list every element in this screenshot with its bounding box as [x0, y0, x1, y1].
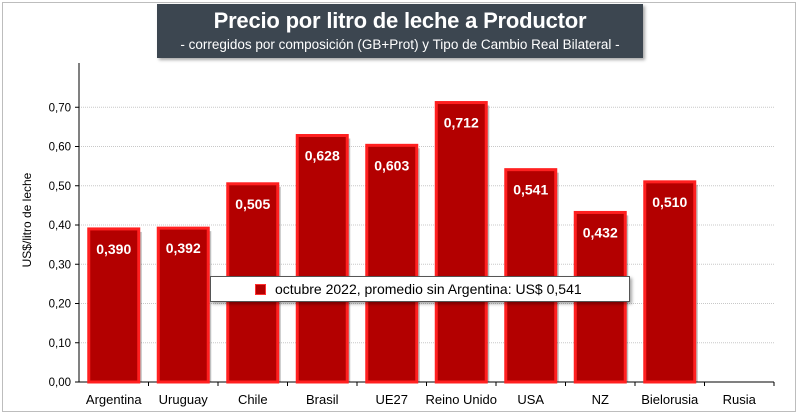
y-tick-label: 0,00: [49, 377, 71, 389]
legend-swatch: [255, 283, 266, 295]
y-tick-label: 0,40: [49, 220, 71, 232]
y-tick-label: 0,50: [49, 181, 71, 193]
bar-value-label: 0,628: [305, 148, 340, 164]
bar: [295, 134, 349, 384]
x-tick-label: Rusia: [723, 392, 757, 407]
y-tick-label: 0,60: [49, 142, 71, 154]
chart-title-box: Precio por litro de leche a Productor - …: [157, 4, 643, 58]
y-tick-label: 0,70: [49, 102, 71, 114]
y-tick-label: 0,10: [49, 338, 71, 350]
chart-subtitle: - corregidos por composición (GB+Prot) y…: [180, 37, 620, 52]
x-tick-label: Brasil: [306, 392, 339, 407]
bar: [365, 143, 419, 384]
bar-value-label: 0,392: [166, 240, 201, 256]
bar-value-label: 0,712: [444, 115, 479, 131]
x-tick-label: Argentina: [86, 392, 142, 407]
bar: [643, 180, 697, 384]
bar-value-label: 0,505: [235, 196, 270, 212]
chart-title: Precio por litro de leche a Productor: [213, 8, 587, 33]
x-tick-label: Reino Unido: [425, 392, 497, 407]
x-tick-label: Bielorusia: [641, 392, 699, 407]
x-tick-label: Chile: [238, 392, 268, 407]
bar: [156, 226, 210, 384]
bar: [504, 168, 558, 384]
bar: [434, 101, 488, 384]
x-tick-label: NZ: [592, 392, 609, 407]
y-tick-label: 0,30: [49, 259, 71, 271]
legend: octubre 2022, promedio sin Argentina: US…: [210, 276, 630, 302]
bar-value-label: 0,541: [513, 182, 548, 198]
bar-value-label: 0,510: [652, 194, 687, 210]
bar: [87, 227, 141, 384]
bar-value-label: 0,432: [583, 224, 618, 240]
y-tick-label: 0,20: [49, 299, 71, 311]
bar-value-label: 0,603: [374, 157, 409, 173]
x-tick-label: Uruguay: [159, 392, 209, 407]
x-tick-label: USA: [517, 392, 544, 407]
legend-label: octubre 2022, promedio sin Argentina: US…: [275, 281, 582, 297]
bar-value-label: 0,390: [96, 241, 131, 257]
x-tick-label: UE27: [375, 392, 408, 407]
